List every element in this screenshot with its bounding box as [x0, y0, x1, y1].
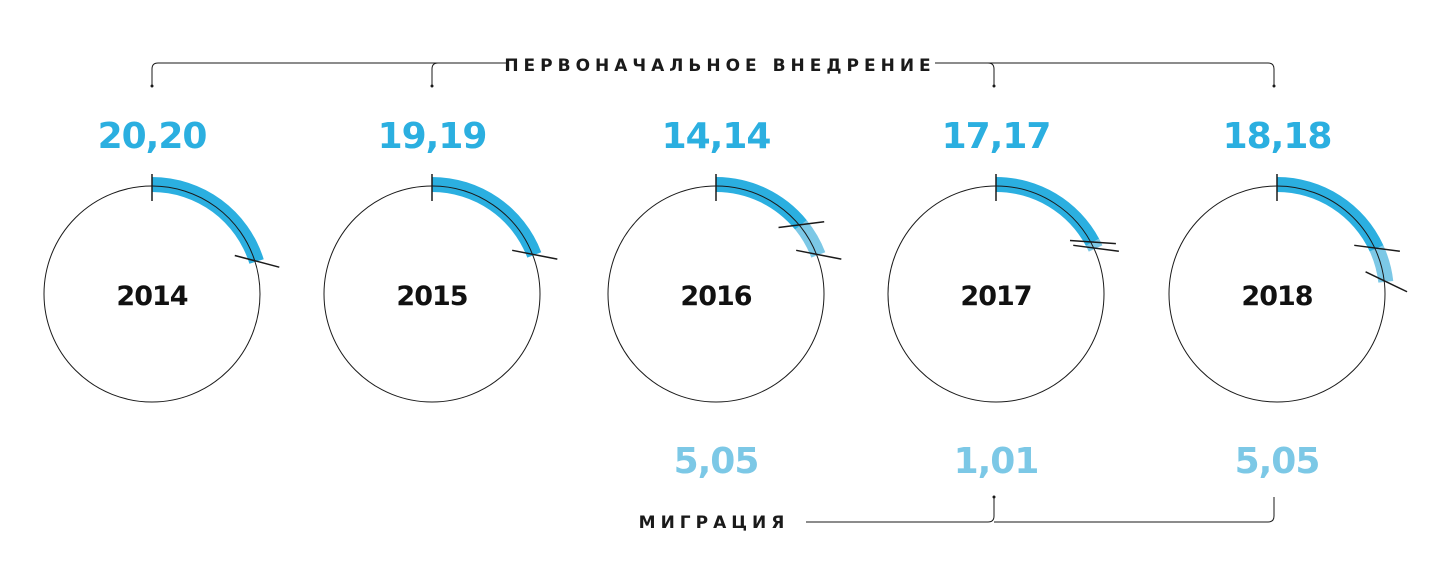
- year-label-2016: 2016: [680, 281, 751, 312]
- end-tick-migration-2017: [1073, 244, 1119, 253]
- arc-line-2015: [431, 185, 534, 256]
- migration-bracket: [806, 497, 1275, 523]
- initial-bracket: [151, 62, 1275, 86]
- arc-initial-2018: [1277, 177, 1384, 252]
- value-initial-2016: 14,14: [662, 116, 771, 157]
- end-tick-migration-2018: [1365, 271, 1408, 293]
- end-tick-migration-2016: [796, 249, 842, 260]
- value-initial-2014: 20,20: [98, 116, 207, 157]
- year-label-2015: 2015: [396, 281, 467, 312]
- end-tick-initial-2014: [234, 254, 280, 268]
- initial-heading: ПЕРВОНАЧАЛЬНОЕ ВНЕДРЕНИЕ: [504, 56, 935, 76]
- arc-migration-2018: [1369, 245, 1394, 283]
- value-initial-2015: 19,19: [378, 116, 487, 157]
- value-migration-2016: 5,05: [674, 441, 759, 482]
- value-initial-2017: 17,17: [942, 116, 1051, 157]
- end-tick-initial-2018: [1354, 244, 1400, 253]
- year-label-2017: 2017: [960, 281, 1031, 312]
- migration-heading: МИГРАЦИЯ: [639, 513, 790, 533]
- end-tick-initial-2016: [778, 221, 825, 229]
- arc-initial-2014: [152, 177, 264, 264]
- end-tick-initial-2015: [512, 249, 558, 260]
- year-label-2014: 2014: [116, 281, 187, 312]
- value-migration-2018: 5,05: [1235, 441, 1320, 482]
- value-initial-2018: 18,18: [1223, 116, 1332, 157]
- end-tick-initial-2017: [1069, 239, 1116, 245]
- arc-initial-2015: [432, 177, 542, 258]
- year-label-2018: 2018: [1241, 281, 1312, 312]
- arc-line-2014: [151, 185, 256, 263]
- arc-line-2016: [715, 185, 818, 256]
- arc-initial-2017: [996, 177, 1100, 246]
- arc-initial-2016: [716, 177, 807, 230]
- arc-line-2017: [995, 185, 1095, 250]
- arc-line-2018: [1276, 185, 1385, 283]
- value-migration-2017: 1,01: [954, 441, 1039, 482]
